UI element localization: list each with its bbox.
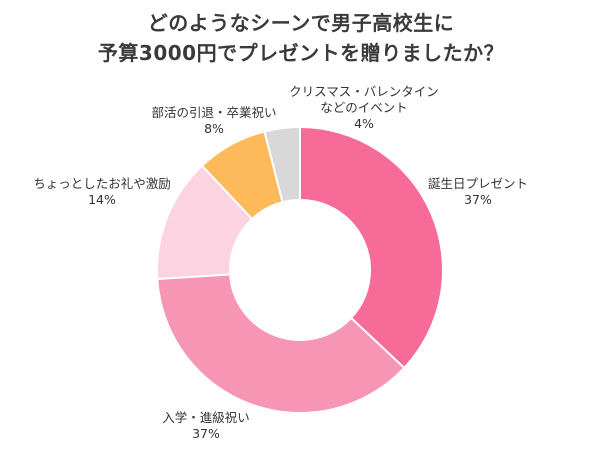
slice-label-club-value: 8% (204, 121, 224, 136)
slice-label-events-name-line2: などのイベント (320, 100, 408, 115)
slice-entrance (156, 273, 406, 414)
slice-label-birthday-name: 誕生日プレゼント (427, 176, 529, 191)
slice-label-entrance-name: 入学・進級祝い (162, 410, 250, 425)
slice-label-thanks-value: 14% (88, 192, 116, 207)
slice-label-entrance: 入学・進級祝い 37% (162, 410, 250, 442)
slice-label-club-name: 部活の引退・卒業祝い (151, 105, 277, 120)
chart-title-line1: どのようなシーンで男子高校生に (147, 11, 455, 35)
slice-events (263, 125, 301, 204)
slice-label-thanks: ちょっとしたお礼や激励 14% (33, 176, 171, 208)
slice-label-birthday-value: 37% (464, 192, 492, 207)
slice-label-thanks-name: ちょっとしたお礼や激励 (33, 176, 171, 191)
slice-label-events: クリスマス・バレンタイン などのイベント 4% (289, 84, 439, 132)
slice-label-birthday: 誕生日プレゼント 37% (428, 176, 528, 208)
slice-label-events-value: 4% (354, 116, 374, 131)
chart-title-line2: 予算3000円でプレゼントを贈りましたか？ (97, 41, 505, 65)
slice-birthday (299, 125, 444, 370)
slice-label-events-name-line1: クリスマス・バレンタイン (289, 84, 439, 99)
chart-title: どのようなシーンで男子高校生に 予算3000円でプレゼントを贈りましたか？ (0, 8, 602, 68)
slice-label-entrance-value: 37% (192, 426, 220, 441)
slice-label-club: 部活の引退・卒業祝い 8% (151, 105, 276, 137)
